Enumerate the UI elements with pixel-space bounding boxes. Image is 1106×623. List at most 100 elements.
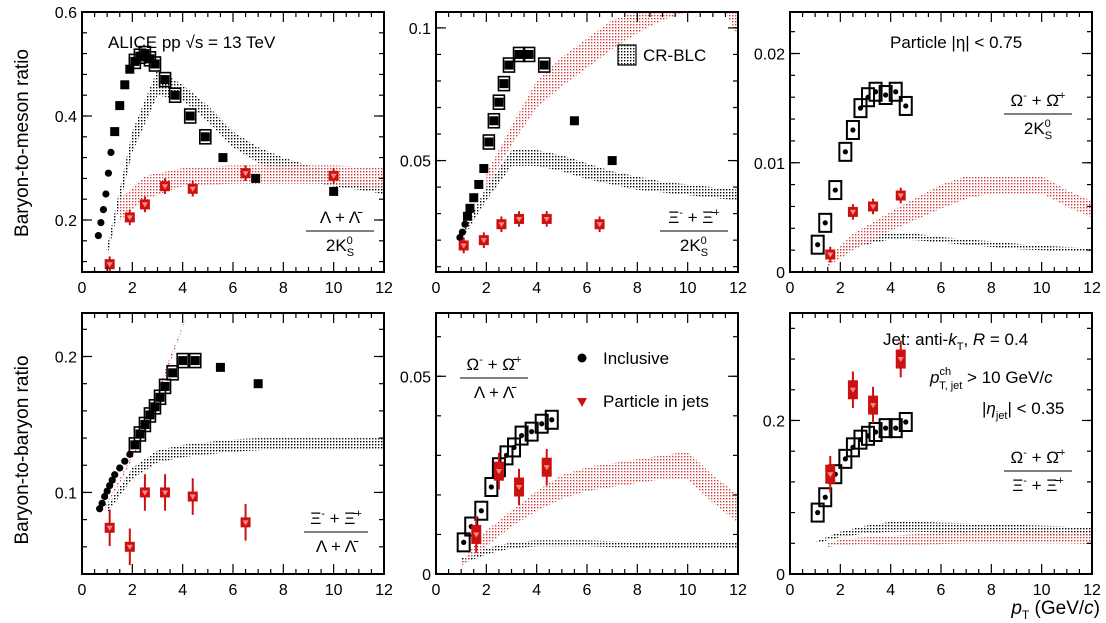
x-tick-label: 10 <box>1033 582 1051 599</box>
inclusive-syst-box <box>199 129 212 145</box>
x-tick-label: 8 <box>633 582 642 599</box>
inclusive-syst-box <box>544 409 559 430</box>
inclusive-syst-box <box>888 418 903 439</box>
inclusive-point <box>883 92 889 98</box>
inclusive-point <box>511 444 517 451</box>
inclusive-point <box>489 116 499 126</box>
inclusive-syst-box <box>878 418 893 439</box>
inclusive-point <box>135 429 145 439</box>
inclusive-point <box>215 362 225 372</box>
jet-marker <box>849 387 856 393</box>
y-tick-label: 0.1 <box>409 21 431 38</box>
axes-frame <box>435 312 739 575</box>
inclusive-syst-box <box>456 532 471 553</box>
chart-p3: 0 2 4 6 8 10 12 0 0.01 0.02 <box>754 11 1101 297</box>
inclusive-point <box>822 494 828 500</box>
model-band-inclusive <box>107 438 384 513</box>
ratio-label-p6: Ω- + Ω̄+ Ξ- + Ξ̄+ <box>1004 447 1072 495</box>
jet-marker <box>498 222 505 228</box>
svg-text:Λ + Λ̄: Λ + Λ̄ <box>316 537 359 556</box>
inclusive-point <box>883 425 889 431</box>
x-tick-label: 0 <box>432 280 441 297</box>
inclusive-syst-box <box>853 98 868 119</box>
jet-marker <box>189 186 196 192</box>
inclusive-point <box>484 137 494 147</box>
jet-marker <box>162 490 169 496</box>
x-tick-label: 8 <box>633 280 642 297</box>
jet-marker <box>330 173 337 179</box>
x-tick-label: 2 <box>482 582 491 599</box>
inclusive-point <box>96 505 104 513</box>
inclusive-syst-box <box>845 119 860 140</box>
inclusive-point <box>155 392 165 402</box>
inclusive-point <box>106 482 114 490</box>
x-tick-label: 4 <box>532 280 541 297</box>
y-tick-label: 0.6 <box>55 5 77 22</box>
chart-p2: 0 2 4 6 8 10 12 0.05 0.1 <box>400 11 747 297</box>
svg-text:Ω- + Ω̄+: Ω- + Ω̄+ <box>1011 90 1066 110</box>
inclusive-syst-box <box>838 141 853 162</box>
chart-p6: 0 2 4 6 8 10 12 0 0.2 <box>763 312 1101 599</box>
inclusive-point <box>160 75 170 85</box>
inclusive-syst-box <box>537 57 551 73</box>
x-tick-label: 8 <box>987 582 996 599</box>
model-band-jets <box>827 175 1092 267</box>
ratio-label-p2: Ξ- + Ξ̄+ 2K0 S <box>660 207 728 259</box>
inclusive-syst-box <box>492 94 506 111</box>
inclusive-syst-box <box>868 81 883 102</box>
inclusive-syst-box <box>514 425 529 446</box>
jet-marker <box>870 403 877 409</box>
inclusive-syst-box <box>845 437 860 458</box>
inclusive-syst-box <box>861 87 876 108</box>
inclusive-syst-box <box>861 425 876 446</box>
x-tick-label: 6 <box>229 280 238 297</box>
inclusive-point <box>479 164 489 174</box>
inclusive-syst-box <box>158 71 172 88</box>
inclusive-point <box>815 509 821 516</box>
chart-p5: 0 2 4 6 8 10 12 0 0.05 <box>400 312 747 599</box>
inclusive-point <box>569 116 579 126</box>
y-tick-label: 0.01 <box>754 156 785 173</box>
inclusive-syst-box <box>888 81 903 102</box>
y-tick-label: 0.2 <box>55 213 77 230</box>
inclusive-point <box>101 492 109 501</box>
inclusive-syst-box <box>474 500 489 521</box>
inclusive-point <box>549 417 555 423</box>
inclusive-point <box>842 149 848 155</box>
svg-text:Ξ- + Ξ̄+: Ξ- + Ξ̄+ <box>310 508 362 528</box>
jet-marker <box>827 472 834 478</box>
inclusive-point <box>185 111 195 121</box>
plot-area <box>96 313 384 566</box>
svg-text:Ω- + Ω̄+: Ω- + Ω̄+ <box>467 354 522 374</box>
inclusive-point <box>102 190 110 198</box>
model-band-jets <box>827 531 1092 548</box>
jet-marker <box>189 494 196 500</box>
inclusive-syst-box <box>499 445 514 466</box>
model-band-jets <box>486 12 738 188</box>
model-band-inclusive <box>827 232 1092 258</box>
inclusive-point <box>178 356 188 366</box>
inclusive-point <box>251 173 261 183</box>
inclusive-point <box>329 186 339 196</box>
svg-text:Ω- + Ω̄+: Ω- + Ω̄+ <box>1011 447 1066 467</box>
inclusive-syst-box <box>522 46 536 63</box>
inclusive-point <box>150 402 160 412</box>
inclusive-point <box>842 456 848 462</box>
model-band-inclusive <box>461 150 738 241</box>
inclusive-point <box>121 457 129 465</box>
inclusive-point <box>458 228 467 236</box>
plot-area <box>810 81 1092 267</box>
inclusive-point <box>529 429 535 435</box>
inclusive-point <box>94 232 102 240</box>
ratio-label-p3: Ω- + Ω̄+ 2K0 S <box>1004 90 1072 142</box>
inclusive-point <box>469 193 479 203</box>
inclusive-point <box>872 89 879 95</box>
inclusive-point <box>539 421 545 427</box>
inclusive-point <box>168 368 178 378</box>
inclusive-point <box>130 440 140 450</box>
model-band-inclusive <box>107 69 384 257</box>
svg-text:Λ + Λ̄: Λ + Λ̄ <box>474 383 517 402</box>
legend-marker-inclusive <box>577 353 587 363</box>
